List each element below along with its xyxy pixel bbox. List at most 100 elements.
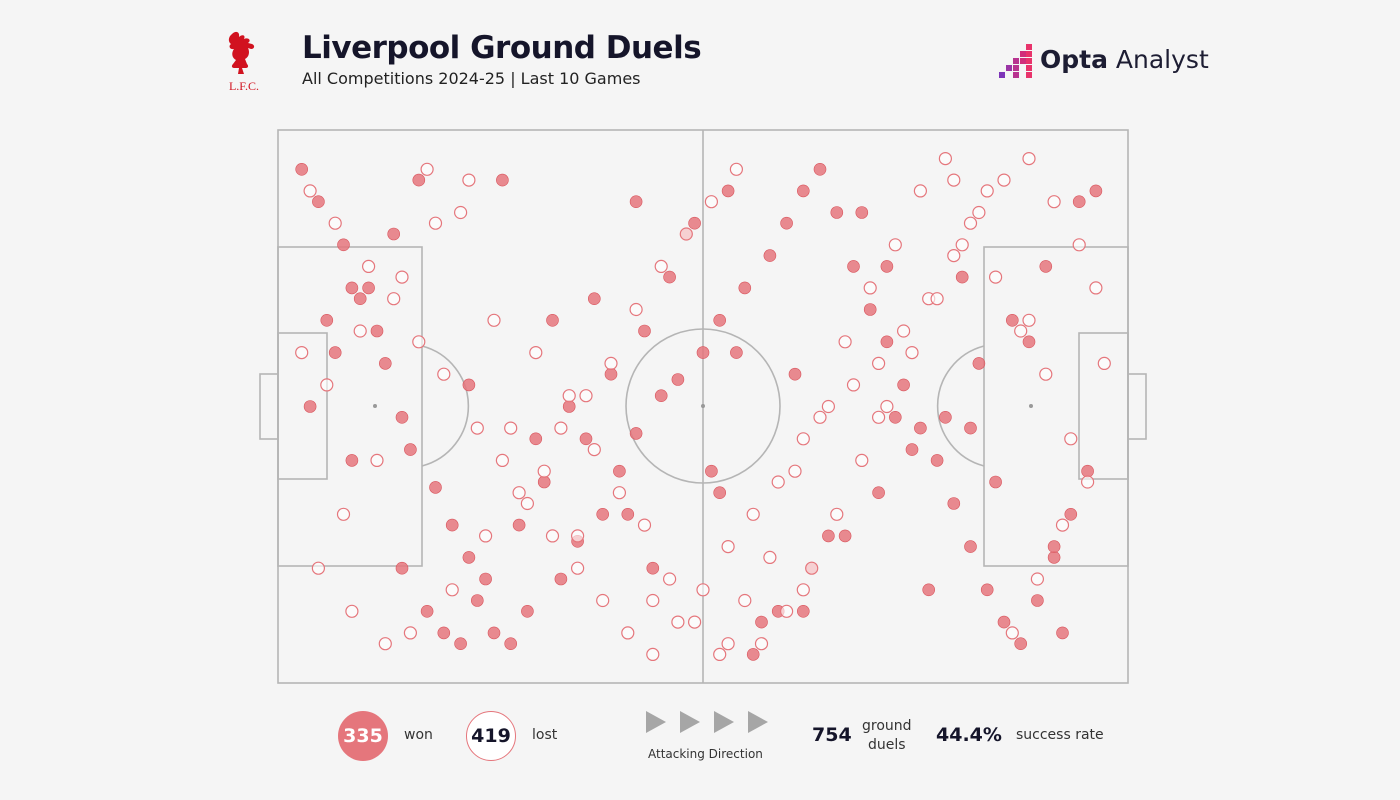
lost-duel-point (1089, 281, 1103, 295)
won-duel-point (688, 216, 701, 230)
won-duel-point (328, 346, 342, 359)
won-duel-point (880, 335, 894, 349)
won-duel-point (395, 561, 409, 575)
won-duel-point (972, 357, 986, 370)
right-penalty-arc (936, 345, 985, 467)
won-duel-point (437, 626, 451, 640)
lost-duel-point (880, 399, 894, 414)
won-duel-point (822, 529, 835, 543)
lost-duel-point (1022, 152, 1036, 166)
lost-duel-point (905, 346, 919, 360)
won-duel-point (353, 292, 367, 306)
won-duel-point (914, 421, 927, 435)
won-duel-point (696, 346, 710, 359)
won-duel-point (629, 195, 643, 208)
success-rate-label: success rate (1016, 727, 1104, 743)
lost-duel-point (1005, 626, 1019, 640)
won-duel-point (420, 604, 434, 618)
won-duel-point (462, 551, 476, 564)
lost-duel-point (888, 238, 902, 252)
lost-duel-point (721, 637, 735, 651)
won-duel-point (930, 454, 944, 467)
lost-duel-point (629, 302, 643, 317)
won-duel-point (579, 432, 593, 446)
left-penalty-area (277, 246, 423, 567)
pitch-lines (259, 129, 1147, 684)
lost-duel-point (687, 615, 702, 629)
lost-duel-point (554, 421, 568, 435)
lost-duel-point (295, 346, 309, 360)
won-duel-point (470, 594, 484, 607)
won-duel-point (512, 518, 526, 532)
lost-duel-point (1022, 313, 1036, 327)
lost-duel-point (520, 496, 535, 511)
lost-duel-point (495, 453, 509, 467)
won-duel-point (404, 443, 417, 456)
lost-duel-point (838, 335, 852, 349)
won-duel-point (587, 292, 601, 306)
lost-duel-point (395, 270, 409, 284)
lost-duel-point (412, 335, 426, 349)
won-duel-point (1005, 313, 1019, 327)
lost-duel-point (1072, 238, 1086, 252)
won-duel-point (755, 615, 768, 629)
lost-duel-point (721, 539, 735, 554)
won-duel-point (429, 481, 442, 494)
won-duel-point (546, 313, 559, 327)
lost-duel-point (955, 238, 969, 252)
success-rate-value: 44.4% (936, 724, 1002, 746)
lost-duel-point (855, 453, 869, 467)
won-duel-point (638, 324, 651, 338)
lost-duel-point (512, 486, 526, 500)
lost-duel-point (704, 195, 719, 209)
won-duel-point (796, 184, 810, 198)
lost-duel-point (871, 410, 886, 424)
won-duel-point (337, 238, 350, 252)
won-duel-point (1064, 507, 1078, 521)
won-duel-point (370, 324, 384, 338)
won-duel-point (713, 313, 727, 327)
liverbird-icon (228, 31, 255, 74)
won-duel-point (629, 427, 643, 440)
left-penalty-arc (421, 345, 470, 467)
won-duel-point (454, 637, 467, 651)
won-duel-point (838, 529, 852, 543)
won-duel-point (554, 572, 568, 586)
lost-duel-point (1030, 572, 1045, 586)
lost-duel-point (604, 356, 618, 370)
lost-duel-point (328, 216, 342, 230)
won-duel-point (780, 216, 793, 230)
lost-duel-point (662, 572, 677, 586)
won-duel-point (663, 270, 676, 284)
won-duel-point (1022, 335, 1036, 349)
lost-duel-point (362, 259, 376, 273)
lost-duel-point (1055, 518, 1070, 532)
won-duel-point (955, 270, 969, 284)
lost-duel-point (796, 583, 810, 597)
lost-duel-point (1039, 367, 1053, 381)
left-penalty-spot (373, 404, 377, 408)
lost-duel-point (1097, 356, 1111, 370)
lost-duel-point (1080, 475, 1095, 489)
club-logo-text: L.F.C. (229, 79, 259, 93)
lost-duel-point (612, 486, 627, 500)
won-duel-point (1056, 626, 1069, 640)
won-duel-point (788, 367, 802, 381)
lost-duel-point (637, 518, 652, 532)
lost-duel-point (771, 475, 785, 489)
centre-spot (701, 404, 705, 408)
won-duel-point (412, 173, 426, 187)
won-duel-point (1047, 540, 1061, 553)
left-goal (259, 373, 279, 440)
lost-duel-point (479, 529, 493, 543)
won-count-badge: 335 (338, 711, 388, 761)
won-duel-point (863, 303, 877, 316)
page-subtitle: All Competitions 2024-25 | Last 10 Games (302, 69, 641, 88)
right-six-yard-box (1078, 332, 1129, 480)
lost-duel-point (545, 529, 560, 543)
won-duel-point (847, 260, 860, 273)
lost-duel-point (863, 281, 877, 295)
brand-name: Opta Analyst (1040, 45, 1209, 74)
lost-duel-point (311, 561, 325, 575)
